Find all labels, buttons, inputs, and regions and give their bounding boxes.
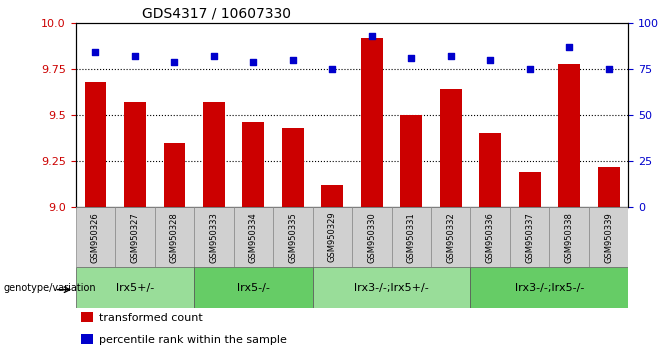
Bar	[519, 172, 541, 207]
Bar	[84, 82, 107, 207]
Bar	[81, 312, 93, 322]
Bar	[470, 267, 628, 308]
Text: GSM950339: GSM950339	[604, 212, 613, 263]
Text: GDS4317 / 10607330: GDS4317 / 10607330	[142, 6, 291, 21]
Bar	[164, 143, 186, 207]
Bar	[470, 207, 510, 267]
Bar	[155, 207, 194, 267]
Bar	[76, 267, 194, 308]
Bar	[352, 207, 392, 267]
Bar	[203, 102, 225, 207]
Text: lrx5+/-: lrx5+/-	[116, 282, 154, 293]
Text: GSM950334: GSM950334	[249, 212, 258, 263]
Bar	[76, 207, 115, 267]
Point	[524, 66, 535, 72]
Text: GSM950332: GSM950332	[446, 212, 455, 263]
Text: GSM950326: GSM950326	[91, 212, 100, 263]
Bar	[194, 267, 313, 308]
Bar	[589, 207, 628, 267]
Bar	[392, 207, 431, 267]
Bar	[559, 63, 580, 207]
Bar	[234, 207, 273, 267]
Bar	[115, 207, 155, 267]
Point	[248, 59, 259, 64]
Point	[603, 66, 614, 72]
Text: GSM950330: GSM950330	[367, 212, 376, 263]
Bar	[81, 334, 93, 344]
Point	[130, 53, 140, 59]
Bar	[510, 207, 549, 267]
Bar	[273, 207, 313, 267]
Text: genotype/variation: genotype/variation	[3, 282, 96, 293]
Point	[169, 59, 180, 64]
Bar	[598, 167, 620, 207]
Point	[327, 66, 338, 72]
Text: GSM950335: GSM950335	[288, 212, 297, 263]
Bar	[322, 185, 343, 207]
Bar	[549, 207, 589, 267]
Text: GSM950333: GSM950333	[209, 212, 218, 263]
Bar	[313, 207, 352, 267]
Text: GSM950336: GSM950336	[486, 212, 495, 263]
Bar	[480, 133, 501, 207]
Text: GSM950337: GSM950337	[525, 212, 534, 263]
Bar	[440, 89, 462, 207]
Point	[485, 57, 495, 63]
Bar	[431, 207, 470, 267]
Point	[288, 57, 298, 63]
Text: GSM950327: GSM950327	[130, 212, 139, 263]
Text: GSM950338: GSM950338	[565, 212, 574, 263]
Point	[564, 44, 574, 50]
Bar	[124, 102, 146, 207]
Point	[90, 50, 101, 55]
Text: lrx3-/-;lrx5+/-: lrx3-/-;lrx5+/-	[354, 282, 429, 293]
Text: GSM950331: GSM950331	[407, 212, 416, 263]
Point	[367, 33, 377, 39]
Point	[406, 55, 417, 61]
Text: percentile rank within the sample: percentile rank within the sample	[99, 335, 287, 345]
Bar	[243, 122, 265, 207]
Text: transformed count: transformed count	[99, 313, 203, 322]
Point	[209, 53, 219, 59]
Bar	[401, 115, 422, 207]
Bar	[313, 267, 470, 308]
Point	[445, 53, 456, 59]
Text: GSM950329: GSM950329	[328, 212, 337, 263]
Text: lrx5-/-: lrx5-/-	[237, 282, 270, 293]
Text: lrx3-/-;lrx5-/-: lrx3-/-;lrx5-/-	[515, 282, 584, 293]
Bar	[282, 128, 304, 207]
Text: GSM950328: GSM950328	[170, 212, 179, 263]
Bar	[194, 207, 234, 267]
Bar	[361, 38, 383, 207]
